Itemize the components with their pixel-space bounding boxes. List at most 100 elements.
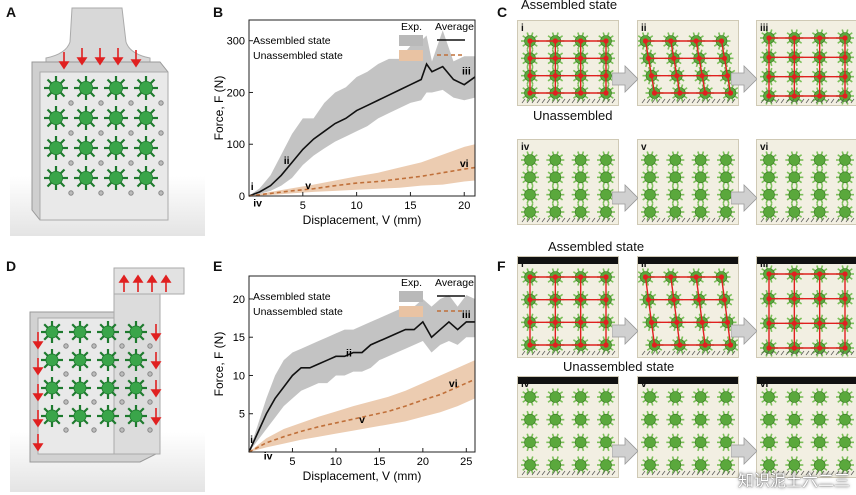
hatch <box>561 470 566 476</box>
hatch <box>591 98 596 104</box>
hatch <box>646 217 651 223</box>
lattice-unit <box>524 188 536 201</box>
hatch <box>536 350 541 356</box>
lattice-unit <box>549 188 562 201</box>
legend-entry-1: Unassembled state <box>253 50 343 62</box>
lattice-unit <box>41 321 69 349</box>
marker-dot <box>842 74 848 80</box>
hatch <box>561 98 566 104</box>
lattice-unit <box>644 459 656 471</box>
lattice-unit <box>549 171 562 184</box>
marker-dot <box>578 319 584 325</box>
connector-line <box>647 299 653 323</box>
marker-dot <box>603 38 609 44</box>
marker-dot <box>791 74 797 80</box>
hatch <box>765 217 770 223</box>
lattice-unit <box>574 459 587 471</box>
lattice-unit <box>644 188 656 201</box>
hatch <box>641 470 646 476</box>
lattice-unit <box>134 136 164 166</box>
hatch <box>606 98 611 104</box>
x-axis-label: Displacement, V (mm) <box>303 213 422 227</box>
marker-dot <box>677 90 683 96</box>
marker-dot <box>651 90 658 96</box>
sequence-arrow <box>612 437 638 465</box>
hatch <box>760 470 765 476</box>
marker-dot <box>699 319 705 325</box>
hatch <box>706 98 711 104</box>
hatch <box>651 217 656 223</box>
panel-letter-e: E <box>213 258 223 274</box>
hatch <box>780 350 785 356</box>
series-line-0 <box>248 62 476 197</box>
lattice-unit <box>839 154 851 166</box>
photo-label: v <box>641 379 647 390</box>
hatch <box>696 350 701 356</box>
lattice-unit <box>788 188 801 201</box>
lattice-unit <box>839 391 851 403</box>
marker-dot <box>817 345 823 351</box>
watermark: 知识泥土六二三 <box>737 471 850 490</box>
lattice-unit <box>125 321 153 349</box>
hatch <box>790 98 795 104</box>
hatch <box>770 217 775 223</box>
hatch <box>646 470 651 476</box>
hatch <box>825 350 830 356</box>
lattice-unit <box>763 154 775 166</box>
hatch <box>686 470 691 476</box>
hatch <box>641 350 646 356</box>
lattice-unit <box>125 349 153 377</box>
hatch <box>726 217 731 223</box>
hatch <box>651 350 656 356</box>
lattice-unit <box>669 171 682 184</box>
marker-dot <box>727 342 734 348</box>
marker-dot <box>603 55 609 61</box>
hatch <box>726 98 731 104</box>
hatch <box>701 217 706 223</box>
marker-dot <box>578 274 584 280</box>
marker-dot <box>817 271 823 277</box>
lattice-unit <box>600 171 612 184</box>
marker-dot <box>791 296 797 302</box>
lattice-unit <box>524 436 536 449</box>
hatch <box>531 217 536 223</box>
panel-c-assembled-title: Assembled state <box>521 0 618 12</box>
y-tick-label: 0 <box>239 191 245 203</box>
connector-line <box>670 276 675 300</box>
hatch <box>671 217 676 223</box>
plot-frame <box>248 19 476 197</box>
marker-dot <box>817 54 823 60</box>
photo-iv: iv <box>517 139 619 225</box>
marker-dot <box>578 73 584 79</box>
hatch <box>765 98 770 104</box>
connector-line <box>644 40 650 59</box>
hatch <box>840 470 845 476</box>
lattice-unit <box>720 188 732 201</box>
photo-label: iv <box>521 379 530 390</box>
photo-content <box>760 388 855 476</box>
hatch <box>586 350 591 356</box>
marker-dot <box>696 297 702 303</box>
lattice-unit <box>74 106 104 136</box>
hatch <box>526 470 531 476</box>
hatch <box>531 350 536 356</box>
lattice-unit <box>788 206 801 218</box>
photo-content <box>760 29 855 105</box>
x-tick-label: 20 <box>458 200 470 212</box>
hatch <box>596 98 601 104</box>
hatch <box>531 470 536 476</box>
lattice-unit <box>125 377 153 405</box>
marker-dot <box>842 296 848 302</box>
lattice-unit <box>574 188 587 201</box>
lattice-unit <box>763 171 775 184</box>
legend-swatch-1 <box>399 50 423 61</box>
lattice-unit <box>644 206 656 218</box>
hatch <box>551 470 556 476</box>
lattice-unit <box>788 413 801 426</box>
hatch <box>596 350 601 356</box>
hatch <box>721 350 726 356</box>
marker-dot <box>693 274 699 280</box>
force-arrows-a <box>58 48 142 70</box>
photo-ii: ii <box>637 20 739 106</box>
connector-line <box>701 75 706 94</box>
